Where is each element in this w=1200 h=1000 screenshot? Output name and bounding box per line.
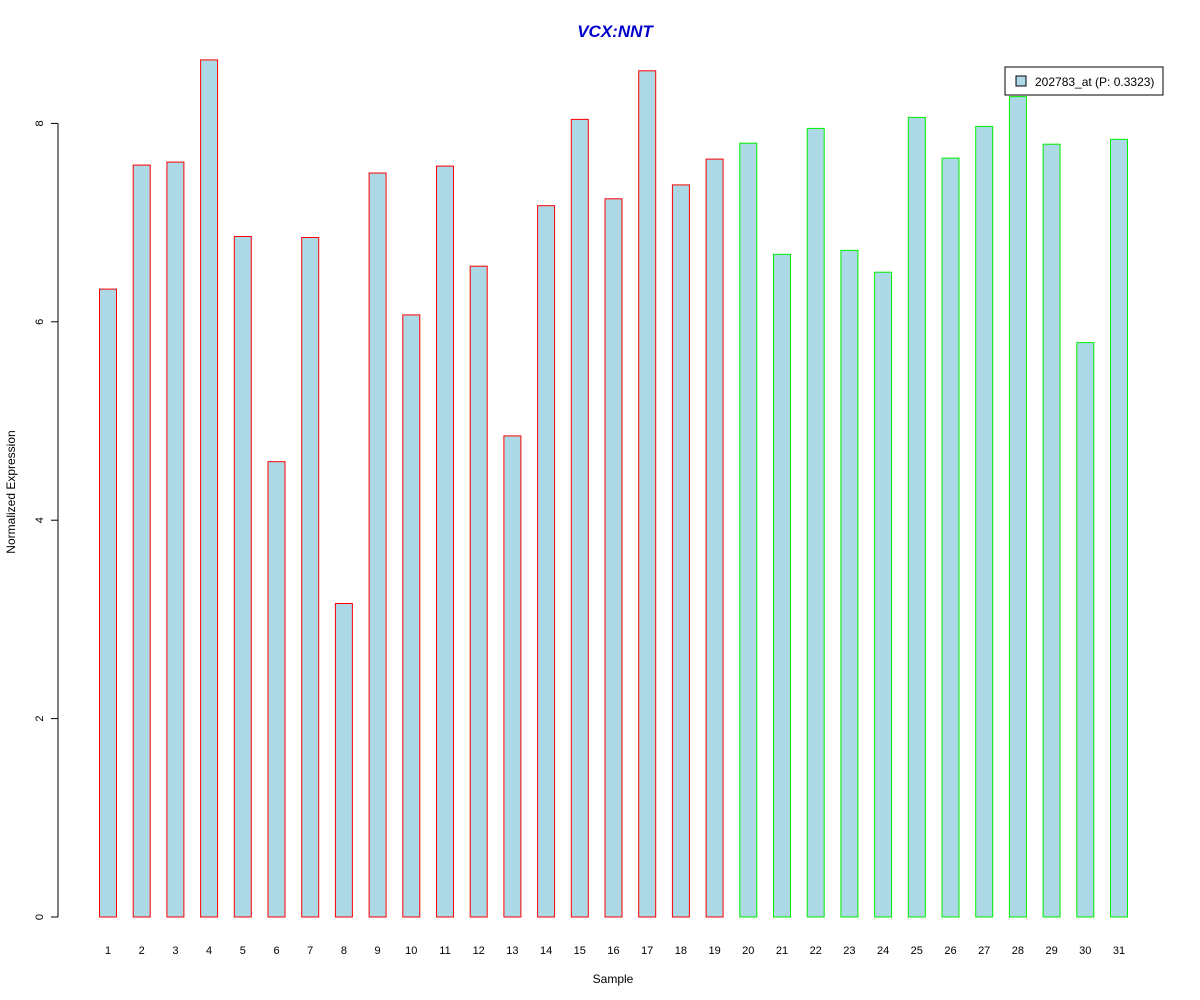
bar-sample-2: [132, 164, 151, 918]
x-tick-label: 9: [375, 945, 381, 957]
y-tick-label: 8: [34, 120, 46, 126]
x-tick-label: 6: [273, 945, 279, 957]
bar-sample-23: [840, 249, 859, 918]
x-tick-label: 4: [206, 945, 212, 957]
x-tick-label: 3: [172, 945, 178, 957]
bar-sample-26: [941, 157, 960, 918]
bar-sample-10: [402, 314, 421, 918]
bar-sample-18: [671, 184, 690, 918]
bar-sample-12: [469, 265, 488, 918]
x-tick-label: 7: [307, 945, 313, 957]
x-tick-label: 14: [540, 945, 552, 957]
x-tick-label: 11: [439, 945, 450, 957]
y-axis-label: Normalized Expression: [4, 430, 18, 553]
y-tick-label: 6: [34, 319, 46, 325]
bar-sample-5: [233, 236, 252, 918]
x-tick-label: 27: [978, 945, 990, 957]
bar-sample-14: [537, 205, 556, 918]
y-tick-label: 0: [34, 914, 46, 920]
x-tick-label: 15: [574, 945, 586, 957]
bar-sample-1: [99, 288, 117, 918]
y-axis: 0 2 4 6 8: [34, 120, 59, 920]
x-tick-label: 18: [675, 945, 687, 957]
x-tick-label: 20: [742, 945, 754, 957]
x-tick-label: 22: [810, 945, 822, 957]
x-tick-label: 10: [405, 945, 417, 957]
x-tick-label: 1: [105, 945, 111, 957]
bar-sample-11: [436, 165, 454, 918]
bar-sample-27: [975, 125, 994, 918]
x-tick-label: 13: [506, 945, 518, 957]
legend: 202783_at (P: 0.3323): [1004, 66, 1164, 96]
bar-sample-6: [267, 461, 286, 918]
x-tick-label: 16: [607, 945, 619, 957]
x-tick-label: 31: [1113, 945, 1125, 957]
legend-swatch: [1015, 75, 1027, 87]
legend-entry: 202783_at (P: 0.3323): [1035, 75, 1154, 89]
x-tick-label: 5: [240, 945, 246, 957]
x-tick-label: 12: [473, 945, 485, 957]
bar-sample-7: [301, 237, 320, 918]
x-tick-label: 28: [1012, 945, 1024, 957]
bar-sample-30: [1076, 342, 1095, 918]
bar-sample-22: [806, 127, 825, 918]
x-tick-label: 17: [641, 945, 653, 957]
x-axis-label: Sample: [593, 972, 634, 986]
bars-group: [99, 59, 1128, 918]
x-tick-label: 24: [877, 945, 889, 957]
x-tick-label: 19: [708, 945, 720, 957]
bar-sample-8: [334, 603, 353, 918]
x-tick-label: 26: [944, 945, 956, 957]
bar-sample-4: [200, 59, 219, 918]
bar-sample-9: [368, 172, 387, 918]
x-tick-label: 21: [776, 945, 788, 957]
bar-sample-3: [166, 161, 185, 918]
x-tick-label: 25: [911, 945, 923, 957]
bar-sample-21: [773, 253, 791, 918]
bar-sample-25: [907, 116, 926, 918]
x-tick-label: 30: [1079, 945, 1091, 957]
bar-sample-24: [874, 271, 893, 918]
chart-title: VCX:NNT: [577, 22, 654, 41]
bar-sample-29: [1042, 143, 1061, 918]
x-tick-labels: 1 2 3 4 5 6 7 8 9 10 11 12 13 14 15 16 17 18 19 20 21 22 23 24 2…: [105, 945, 1125, 957]
bar-sample-28: [1008, 96, 1027, 918]
x-tick-label: 29: [1045, 945, 1057, 957]
bar-sample-19: [705, 158, 724, 918]
x-tick-label: 2: [139, 945, 145, 957]
x-tick-label: 8: [341, 945, 347, 957]
bar-sample-13: [503, 435, 522, 918]
bar-sample-15: [570, 118, 589, 918]
y-tick-label: 4: [34, 517, 46, 523]
legend-box: [1004, 66, 1164, 96]
bar-sample-31: [1110, 138, 1128, 918]
bar-sample-17: [638, 70, 657, 918]
x-tick-label: 23: [843, 945, 855, 957]
bar-sample-16: [604, 198, 623, 918]
y-tick-label: 2: [34, 716, 46, 722]
bar-sample-20: [739, 142, 758, 918]
